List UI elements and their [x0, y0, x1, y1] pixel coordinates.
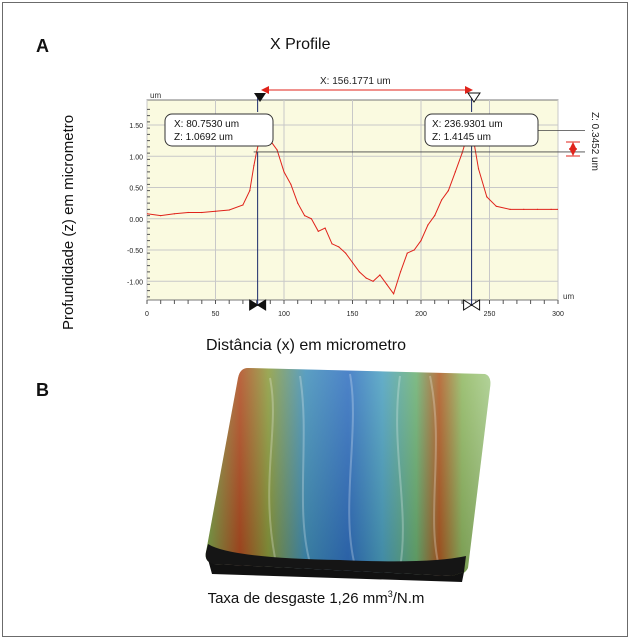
y-tick-label: 1.00	[129, 154, 143, 161]
profile-point	[290, 183, 292, 185]
delta-z-label: Z: 0.3452 um	[589, 112, 600, 171]
profile-point	[338, 246, 340, 248]
panel-b-label: B	[36, 380, 49, 400]
profile-point	[399, 271, 402, 273]
cursor-b-z: Z: 1.4145 um	[432, 132, 491, 143]
y-unit-label: um	[150, 91, 161, 100]
profile-point	[427, 224, 429, 226]
x-axis-label: Distância (x) em micrometro	[206, 337, 407, 354]
profile-point	[386, 283, 388, 285]
cursor-bottom-marker	[470, 299, 481, 311]
profile-point	[557, 208, 558, 210]
y-tick-label: 0.50	[129, 186, 143, 193]
x-tick-label: 150	[347, 311, 359, 318]
x-tick-label: 100	[278, 311, 290, 318]
profile-point	[253, 165, 255, 167]
profile-point	[477, 168, 480, 170]
profile-point	[420, 240, 422, 242]
profile-point	[324, 227, 326, 229]
profile-point	[160, 215, 162, 217]
profile-point	[358, 271, 360, 273]
x-tick-label: 200	[415, 311, 427, 318]
caption-superscript: 3	[387, 589, 393, 599]
profile-point	[393, 293, 395, 295]
profile-point	[461, 152, 463, 154]
x-unit-label: um	[563, 292, 574, 301]
profile-point	[365, 277, 367, 279]
cursor-a-x: X: 80.7530 um	[174, 119, 239, 130]
profile-point	[351, 261, 354, 264]
profile-point	[173, 213, 175, 215]
y-tick-label: -1.00	[127, 279, 143, 286]
x-tick-label: 50	[212, 311, 220, 318]
profile-point	[372, 280, 374, 282]
y-tick-label: 1.50	[129, 123, 143, 130]
profile-point	[486, 196, 488, 198]
wear-surface-3d-image	[205, 368, 491, 582]
cursor-b-top-marker	[467, 92, 481, 103]
caption: Taxa de desgaste 1,26 mm3/N.m	[0, 589, 632, 607]
caption-text: Taxa de desgaste 1,26 mm	[207, 590, 388, 607]
cursor-a-z: Z: 1.0692 um	[174, 132, 233, 143]
chart-title: X Profile	[270, 36, 331, 53]
y-tick-label: -0.50	[127, 248, 143, 255]
ticks: 1.50 1.00 0.50 0.00 -0.50 -1.00 0 50 100 150 200 25…	[127, 108, 564, 318]
profile-point	[454, 171, 456, 173]
cursor-bottom-marker	[249, 299, 259, 311]
profile-point	[509, 208, 511, 210]
cursor-a-top-marker	[254, 93, 266, 102]
profile-point	[304, 215, 306, 217]
y-tick-label: 0.00	[129, 217, 143, 224]
profile-point	[249, 190, 251, 192]
profile-point	[406, 252, 408, 254]
cursor-bottom-marker	[256, 299, 267, 311]
profile-point	[331, 243, 333, 245]
profile-point	[523, 208, 525, 210]
profile-point	[228, 209, 230, 211]
profile-point	[413, 249, 415, 251]
profile-point	[276, 149, 278, 151]
profile-point	[495, 205, 497, 207]
profile-point	[283, 171, 285, 173]
profile-point	[187, 211, 189, 214]
profile-chart: 1.50 1.00 0.50 0.00 -0.50 -1.00 0 50 100 150 200 25…	[127, 76, 600, 318]
cursor-a-box: X: 80.7530 um Z: 1.0692 um	[164, 113, 274, 147]
profile-point	[345, 252, 347, 254]
cursor-b-x: X: 236.9301 um	[432, 119, 503, 130]
profile-point	[536, 208, 539, 210]
profile-point	[201, 211, 203, 214]
x-tick-label: 0	[145, 311, 149, 318]
profile-point	[297, 202, 299, 204]
delta-x-label: X: 156.1771 um	[320, 76, 391, 87]
cursor-bottom-marker	[463, 299, 473, 311]
profile-point	[310, 218, 312, 220]
profile-point	[434, 215, 436, 217]
profile-point	[447, 190, 449, 192]
profile-point	[242, 204, 244, 206]
profile-point	[441, 199, 443, 201]
caption-unit: /N.m	[392, 590, 425, 607]
delta-z-indicator	[566, 141, 580, 157]
x-tick-label: 250	[484, 311, 496, 318]
profile-point	[379, 274, 381, 276]
panel-a-label: A	[36, 36, 49, 56]
profile-point	[214, 210, 217, 212]
cursor-b-box: X: 236.9301 um Z: 1.4145 um	[424, 113, 539, 147]
profile-point	[147, 213, 148, 215]
x-tick-label: 300	[552, 311, 564, 318]
profile-point	[550, 208, 552, 210]
profile-point	[317, 230, 319, 232]
